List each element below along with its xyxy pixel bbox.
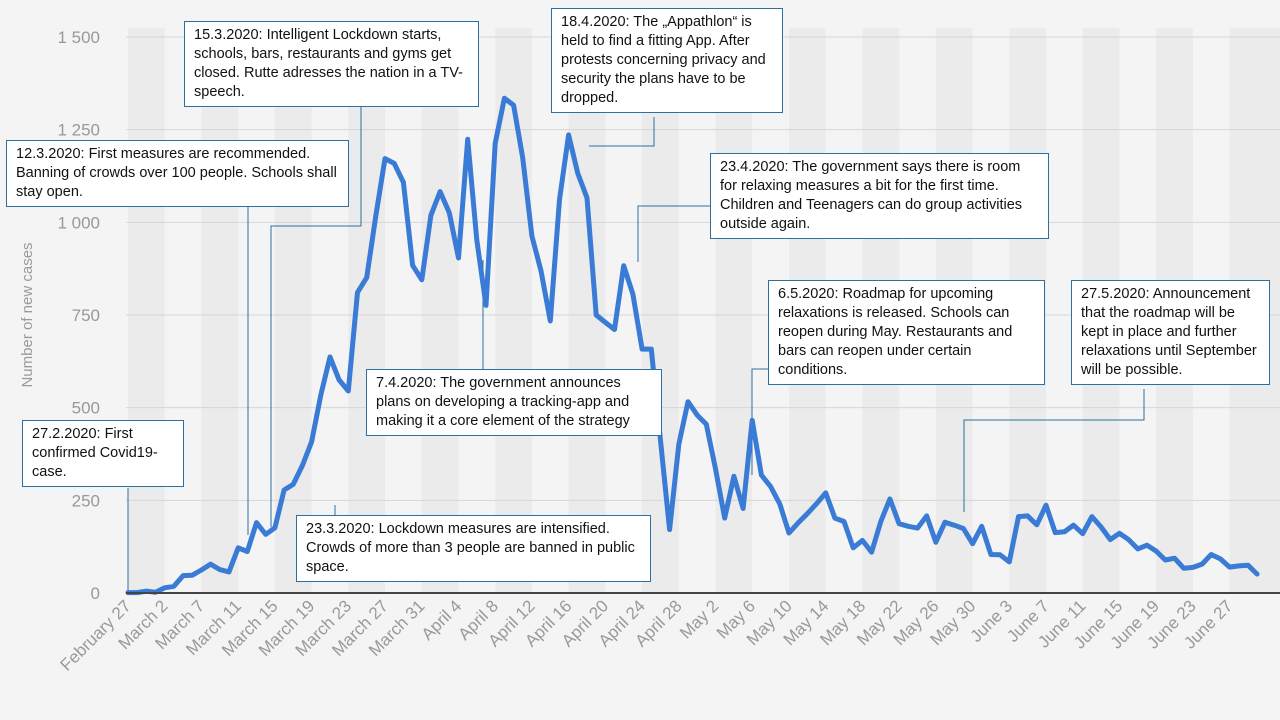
stripe	[568, 28, 606, 593]
annotation-connector	[637, 205, 710, 262]
y-tick-label: 250	[72, 491, 100, 510]
y-tick-label: 0	[91, 584, 100, 603]
annotation-connector	[963, 389, 1145, 512]
background-stripes	[128, 28, 1280, 593]
stripe	[201, 28, 239, 593]
x-tick-label: May 2	[676, 596, 722, 642]
annotation-connector	[589, 117, 655, 147]
y-tick-label: 500	[72, 399, 100, 418]
y-tick-label: 1 250	[57, 121, 100, 140]
annotation-apr23: 23.4.2020: The government says there is …	[710, 153, 1049, 239]
annotation-mar15: 15.3.2020: Intelligent Lockdown starts, …	[184, 21, 479, 107]
annotation-may27: 27.5.2020: Announcement that the roadmap…	[1071, 280, 1270, 385]
annotation-connector	[270, 107, 362, 527]
annotation-mar12: 12.3.2020: First measures are recommende…	[6, 140, 349, 207]
y-tick-label: 750	[72, 306, 100, 325]
series-line-new-cases	[125, 95, 1260, 596]
y-tick-label: 1 000	[57, 213, 100, 232]
annotation-may6: 6.5.2020: Roadmap for upcoming relaxatio…	[768, 280, 1045, 385]
annotation-mar23: 23.3.2020: Lockdown measures are intensi…	[296, 515, 651, 582]
stripe	[421, 28, 459, 593]
y-tick-labels: 0 250 500 750 1 000 1 250 1 500	[57, 28, 100, 603]
x-tick-label: April 4	[418, 596, 466, 644]
stripe	[128, 28, 165, 593]
annotation-feb27: 27.2.2020: First confirmed Covid19-case.	[22, 420, 184, 487]
annotation-apr7: 7.4.2020: The government announces plans…	[366, 369, 662, 436]
y-tick-label: 1 500	[57, 28, 100, 47]
annotation-apr18: 18.4.2020: The „Appathlon“ is held to fi…	[551, 8, 783, 113]
y-axis-label: Number of new cases	[19, 242, 36, 387]
